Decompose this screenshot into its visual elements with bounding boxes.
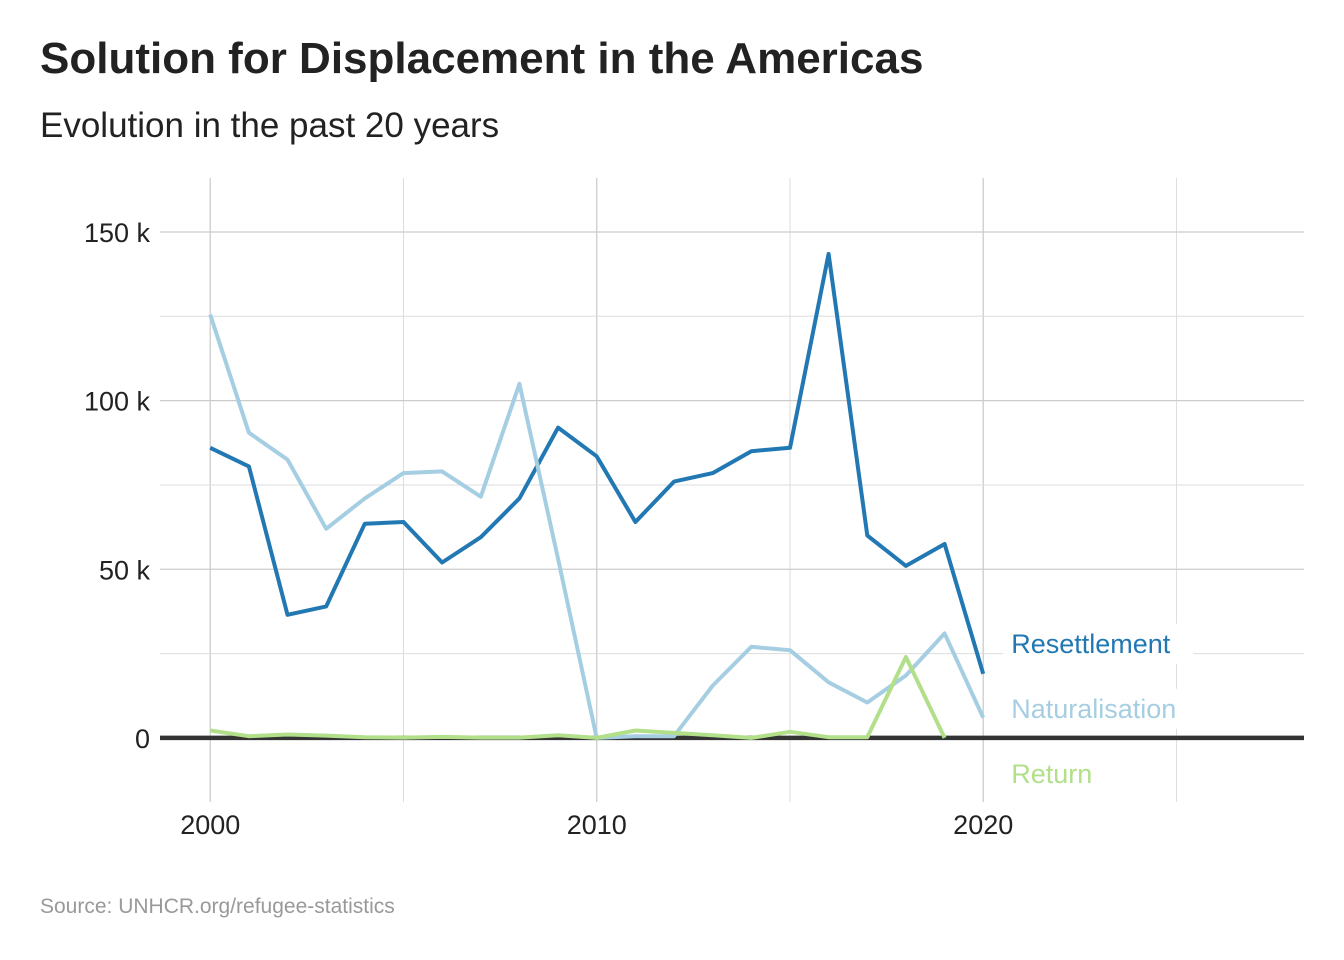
y-tick-label-150000: 150 k — [84, 218, 151, 248]
y-tick-label-100000: 100 k — [84, 387, 151, 417]
source-caption: Source: UNHCR.org/refugee-statistics — [40, 895, 395, 918]
chart-title: Solution for Displacement in the America… — [40, 34, 924, 83]
series-line-resettlement — [209, 251, 986, 675]
series-label-bg-naturalisation — [1003, 688, 1224, 729]
series-line-return — [209, 655, 947, 740]
x-tick-label-2020: 2020 — [953, 810, 1013, 840]
y-tick-label-50000: 50 k — [99, 555, 151, 585]
series-label-naturalisation: Naturalisation — [1011, 694, 1176, 724]
series-label-bg-resettlement — [1003, 623, 1194, 664]
x-tick-label-2010: 2010 — [567, 810, 627, 840]
y-tick-label-0: 0 — [135, 724, 150, 754]
series-lines — [208, 251, 986, 740]
series-labels: Resettlement Naturalisation Return — [1003, 623, 1224, 794]
series-label-bg-return — [1003, 753, 1104, 794]
axis-tick-labels: 2000 2010 2020 0 50 k 100 k 150 k — [84, 218, 1013, 840]
series-label-return: Return — [1011, 759, 1092, 789]
x-tick-label-2000: 2000 — [180, 810, 240, 840]
chart-subtitle: Evolution in the past 20 years — [40, 106, 500, 145]
series-label-resettlement: Resettlement — [1011, 629, 1171, 659]
